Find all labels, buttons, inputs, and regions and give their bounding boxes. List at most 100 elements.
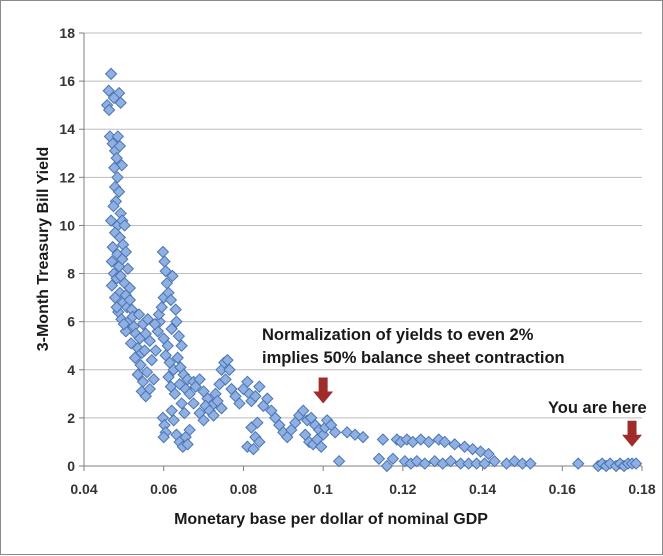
data-point xyxy=(108,161,121,174)
data-point xyxy=(572,457,585,470)
data-point xyxy=(107,91,121,105)
data-point xyxy=(110,301,123,314)
data-point xyxy=(171,351,184,364)
data-point xyxy=(169,303,182,316)
data-point xyxy=(223,363,236,376)
data-point xyxy=(193,406,206,420)
data-point xyxy=(158,255,171,268)
data-point xyxy=(482,447,495,461)
data-point xyxy=(524,457,537,470)
data-point xyxy=(332,454,346,468)
data-point xyxy=(112,185,126,198)
data-point xyxy=(143,334,156,348)
data-point xyxy=(356,430,370,444)
data-point xyxy=(145,353,158,367)
data-point xyxy=(121,262,135,275)
data-point xyxy=(170,315,183,328)
data-point xyxy=(165,404,178,417)
data-point xyxy=(141,313,154,326)
data-point xyxy=(132,308,146,321)
data-point xyxy=(241,375,254,389)
y-tick-label-4: 8 xyxy=(67,266,75,282)
data-point xyxy=(148,317,162,331)
data-point xyxy=(175,339,188,352)
data-point xyxy=(488,454,501,468)
x-tick-label-1: 0.06 xyxy=(150,481,177,497)
y-tick-labels: 0 2 4 6 8 10 12 14 16 18 xyxy=(59,25,75,474)
data-point xyxy=(149,344,162,357)
x-axis-title: Monetary base per dollar of nominal GDP xyxy=(174,511,488,528)
annotation-normalization-line-1: Normalization of yields to even 2% xyxy=(262,326,534,344)
data-point xyxy=(372,452,386,465)
data-point xyxy=(165,322,178,336)
y-tick-label-5: 10 xyxy=(59,217,75,233)
data-point xyxy=(438,435,451,449)
data-point xyxy=(183,423,196,437)
data-point xyxy=(105,255,119,268)
arrow-you-are-here xyxy=(622,420,643,447)
x-tick-label-2: 0.08 xyxy=(230,481,257,497)
annotation-you-are-here: You are here xyxy=(548,399,647,417)
y-tick-label-7: 14 xyxy=(59,121,75,137)
data-point xyxy=(422,435,435,449)
data-point xyxy=(155,301,168,314)
data-point xyxy=(134,358,147,372)
data-point xyxy=(117,317,131,331)
x-tick-labels: 0.04 0.06 0.08 0.1 0.12 0.14 0.16 0.18 xyxy=(70,481,655,497)
data-point xyxy=(215,402,228,415)
y-tick-label-2: 4 xyxy=(67,362,75,378)
data-point xyxy=(123,293,137,307)
data-point xyxy=(147,373,160,386)
data-point xyxy=(253,435,266,449)
x-tick-label-3: 0.1 xyxy=(313,481,333,497)
data-point xyxy=(110,151,123,165)
data-point xyxy=(193,373,206,386)
x-tick-label-5: 0.14 xyxy=(469,481,496,497)
data-point xyxy=(247,442,260,456)
annotations: Normalization of yields to even 2% impli… xyxy=(262,326,647,447)
data-point xyxy=(105,279,119,292)
y-axis-title: 3-Month Treasury Bill Yield xyxy=(35,147,52,352)
data-point xyxy=(113,139,127,153)
x-tick-label-6: 0.16 xyxy=(549,481,576,497)
data-point xyxy=(157,430,170,444)
data-point xyxy=(138,344,151,357)
data-point xyxy=(418,457,431,470)
arrow-normalization xyxy=(313,377,334,404)
data-point xyxy=(168,387,182,401)
y-tick-label-1: 2 xyxy=(67,410,75,426)
annotation-normalization-line-2: implies 50% balance sheet contraction xyxy=(262,349,565,367)
data-point xyxy=(376,433,390,446)
data-point xyxy=(102,84,115,97)
data-point xyxy=(116,252,129,266)
x-tick-label-7: 0.18 xyxy=(628,481,655,497)
y-tick-label-8: 16 xyxy=(59,73,75,89)
data-point xyxy=(102,103,116,117)
y-tick-label-9: 18 xyxy=(59,25,75,41)
data-point xyxy=(233,397,246,410)
data-point xyxy=(219,373,232,386)
data-point xyxy=(166,269,179,283)
data-point xyxy=(183,387,196,401)
data-point xyxy=(107,199,120,213)
data-point xyxy=(104,67,118,81)
data-point xyxy=(253,380,266,393)
x-tick-label-4: 0.12 xyxy=(389,481,416,497)
data-point xyxy=(181,438,194,451)
data-point xyxy=(629,457,643,470)
data-point xyxy=(143,382,156,396)
data-point xyxy=(187,397,200,410)
data-point xyxy=(261,392,274,405)
data-point xyxy=(207,409,220,422)
data-point xyxy=(118,219,131,232)
axes xyxy=(79,32,643,471)
data-point xyxy=(314,440,328,453)
y-tick-label-3: 6 xyxy=(67,314,75,330)
data-point xyxy=(140,365,154,379)
y-tick-label-6: 12 xyxy=(59,169,75,185)
data-point xyxy=(444,454,457,468)
data-point xyxy=(251,416,264,429)
data-point xyxy=(178,406,191,420)
